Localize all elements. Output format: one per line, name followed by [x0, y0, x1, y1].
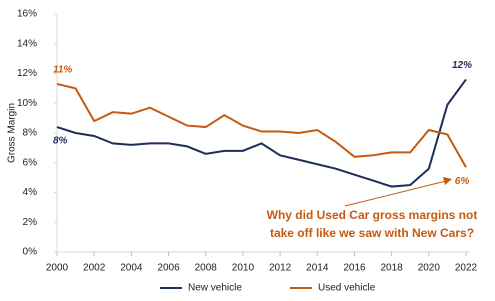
data-label: 6% — [455, 176, 470, 187]
data-label: 11% — [53, 65, 72, 76]
x-tick-label: 2000 — [46, 263, 69, 274]
annotation-arrow — [344, 180, 447, 207]
x-tick-label: 2002 — [83, 263, 106, 274]
series-line — [56, 78, 467, 188]
x-tick-label: 2004 — [120, 263, 143, 274]
y-tick-label: 16% — [17, 9, 37, 20]
y-tick-label: 4% — [23, 187, 38, 198]
y-tick-label: 10% — [17, 98, 37, 109]
x-tick-label: 2014 — [306, 263, 329, 274]
data-label: 12% — [452, 60, 472, 71]
data-label: 8% — [53, 136, 68, 147]
annotation: take off like we saw with New Cars? — [270, 226, 474, 240]
series-line — [56, 82, 467, 168]
legend-label: Used vehicle — [318, 283, 376, 294]
x-tick-label: 2022 — [455, 263, 478, 274]
annotation: Why did Used Car gross margins not — [267, 208, 478, 222]
x-tick-label: 2008 — [195, 263, 218, 274]
y-tick-label: 12% — [17, 68, 37, 79]
x-tick-label: 2012 — [269, 263, 292, 274]
annotation-arrowhead — [443, 177, 452, 185]
y-tick-label: 0% — [23, 247, 38, 258]
x-tick-label: 2006 — [157, 263, 180, 274]
x-tick-label: 2016 — [343, 263, 366, 274]
y-tick-label: 2% — [23, 217, 38, 228]
y-tick-label: 14% — [17, 38, 37, 49]
legend-label: New vehicle — [188, 283, 242, 294]
x-tick-label: 2020 — [418, 263, 441, 274]
x-tick-label: 2010 — [232, 263, 255, 274]
y-tick-label: 6% — [23, 157, 38, 168]
x-tick-label: 2018 — [381, 263, 404, 274]
y-tick-label: 8% — [23, 128, 38, 139]
y-axis-label: Gross Margin — [7, 103, 18, 163]
